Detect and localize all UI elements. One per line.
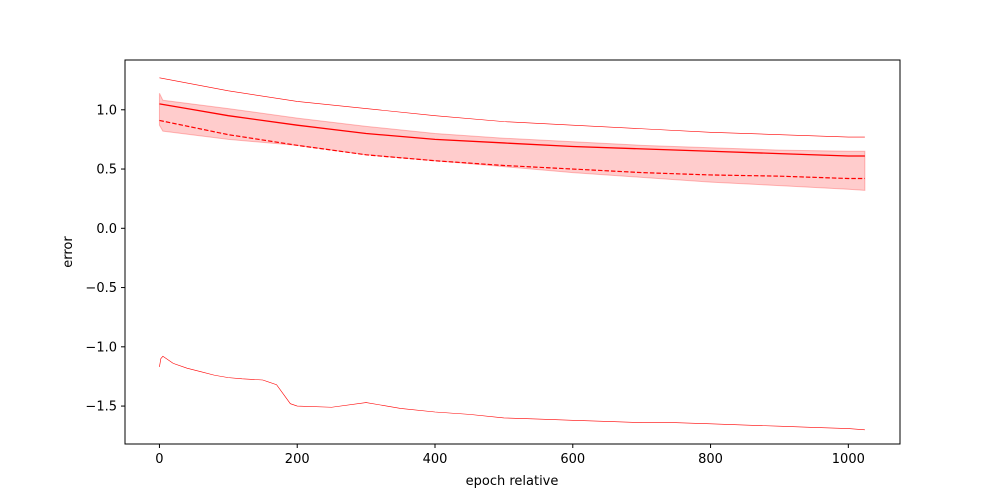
x-tick-label: 800	[698, 452, 723, 467]
axes-frame	[124, 59, 901, 445]
y-tick-label: −0.5	[85, 281, 117, 296]
y-tick-label: −1.0	[85, 340, 117, 355]
tick-layer: 0 200 400 600 800 1000 −1.5 −1.0 −0.5 0.0 0.5 1.0	[85, 103, 864, 467]
series-line-2	[159, 119, 865, 180]
y-tick-label: 1.0	[96, 103, 117, 118]
x-tick-label: 200	[285, 452, 310, 467]
plot-layer	[158, 77, 866, 431]
y-tick-label: 0.0	[96, 222, 117, 237]
x-tick-label: 400	[423, 452, 448, 467]
y-tick-label: 0.5	[96, 163, 117, 178]
x-axis-label: epoch relative	[466, 474, 559, 489]
x-tick-label: 1000	[832, 452, 865, 467]
y-tick-label: −1.5	[85, 400, 117, 415]
x-tick-label: 600	[560, 452, 585, 467]
series-line-3	[159, 77, 865, 138]
x-tick-label: 0	[155, 452, 163, 467]
series-line-4	[159, 355, 865, 431]
series-line-1	[159, 103, 865, 157]
y-axis-label: error	[61, 236, 76, 268]
